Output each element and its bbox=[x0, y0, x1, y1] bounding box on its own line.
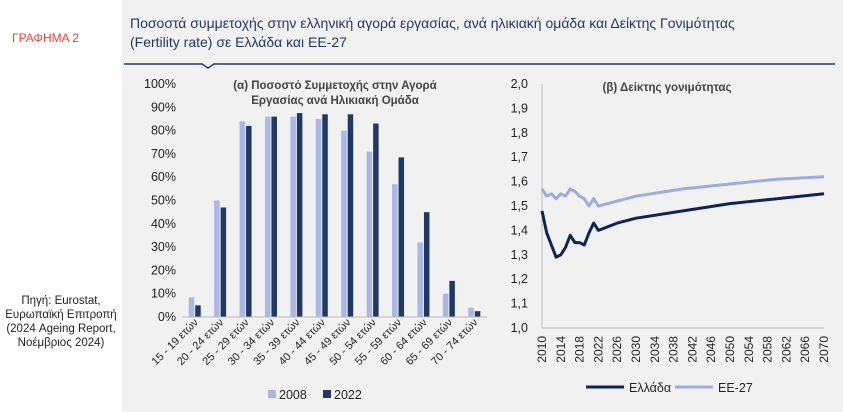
bar-2008 bbox=[442, 293, 449, 317]
bar-2008 bbox=[468, 307, 474, 317]
line-y-tick-label: 1,5 bbox=[511, 199, 528, 213]
line-x-tick-label: 2058 bbox=[761, 336, 775, 363]
bar-y-tick-label: 70% bbox=[151, 147, 176, 161]
title-underline bbox=[124, 63, 835, 69]
line-y-tick-label: 1,2 bbox=[511, 272, 528, 286]
bar-2022 bbox=[373, 123, 379, 317]
sidebar: ΓΡΑΦΗΜΑ 2 Πηγή: Eurostat, Ευρωπαϊκή Επιτ… bbox=[0, 0, 122, 412]
bar-y-tick-label: 20% bbox=[151, 263, 176, 277]
line-x-tick-label: 2038 bbox=[667, 336, 681, 363]
line-y-tick-label: 1,4 bbox=[511, 223, 528, 237]
bar-2022 bbox=[246, 125, 252, 317]
charts-canvas: 0% 10% 20% 30% 40% 50% 60% 70% 80% 90% 100% (α) Ποσ… bbox=[124, 63, 835, 402]
figure-title: Ποσοστά συμμετοχής στην ελληνική αγορά ε… bbox=[130, 14, 830, 52]
line-y-tick-label: 2,0 bbox=[511, 77, 528, 91]
figure-title-line2: (Fertility rate) σε Ελλάδα και ΕΕ-27 bbox=[130, 34, 347, 50]
line-x-tick-label: 2070 bbox=[817, 336, 831, 363]
line-x-tick-label: 2018 bbox=[573, 336, 587, 363]
legend-label-2022: 2022 bbox=[334, 388, 362, 402]
bar-2022 bbox=[271, 116, 277, 318]
legend-label-2008: 2008 bbox=[279, 388, 307, 402]
line-y-tick-label: 1,3 bbox=[511, 248, 528, 262]
bar-2022 bbox=[398, 157, 405, 317]
bar-2008 bbox=[290, 116, 296, 318]
bar-y-tick-label: 60% bbox=[151, 170, 176, 184]
line-x-tick-label: 2034 bbox=[648, 336, 662, 363]
line-y-tick-label: 1,1 bbox=[511, 297, 528, 311]
bar-y-tick-label: 30% bbox=[151, 240, 176, 254]
bar-2022 bbox=[449, 280, 455, 317]
bar-y-tick-label: 90% bbox=[151, 100, 176, 114]
line-x-tick-label: 2030 bbox=[629, 336, 643, 363]
line-y-tick-label: 1,0 bbox=[511, 321, 528, 335]
line-y-tick-label: 1,7 bbox=[511, 150, 528, 164]
bar-y-tick-label: 0% bbox=[158, 310, 176, 324]
bar-2022 bbox=[423, 212, 430, 317]
bar-y-tick-label: 80% bbox=[151, 124, 176, 138]
series-line-ΕΕ-27 bbox=[540, 175, 825, 208]
chart-panel: Ποσοστά συμμετοχής στην ελληνική αγορά ε… bbox=[122, 0, 843, 412]
bar-2008 bbox=[315, 118, 322, 317]
bar-2008 bbox=[366, 151, 373, 317]
legend-swatch-2008 bbox=[268, 390, 276, 398]
bar-2008 bbox=[264, 116, 271, 318]
bar-y-tick-label: 50% bbox=[151, 194, 176, 208]
bar-2008 bbox=[188, 297, 195, 317]
bar-2022 bbox=[195, 305, 201, 317]
line-y-tick-label: 1,9 bbox=[511, 101, 528, 115]
line-y-tick-label: 1,8 bbox=[511, 126, 528, 140]
figure-title-line1: Ποσοστά συμμετοχής στην ελληνική αγορά ε… bbox=[130, 15, 735, 31]
series-line-Ελλάδα bbox=[540, 192, 825, 259]
legend-label-Ελλάδα: Ελλάδα bbox=[629, 381, 671, 395]
bar-2008 bbox=[417, 242, 423, 317]
line-x-tick-label: 2046 bbox=[704, 336, 718, 363]
line-y-tick-label: 1,6 bbox=[511, 175, 528, 189]
line-x-tick-label: 2022 bbox=[591, 336, 605, 363]
bar-y-tick-label: 10% bbox=[151, 287, 176, 301]
bar-chart-title: (α) Ποσοστό Συμμετοχής στην Αγορά bbox=[233, 80, 436, 92]
line-x-tick-label: 2050 bbox=[723, 336, 737, 363]
bar-2008 bbox=[214, 200, 220, 317]
bar-2008 bbox=[392, 184, 398, 317]
bar-2022 bbox=[474, 311, 481, 317]
source-note: Πηγή: Eurostat, Ευρωπαϊκή Επιτροπή (2024… bbox=[5, 295, 117, 349]
bar-2022 bbox=[322, 114, 328, 317]
bar-y-tick-label: 40% bbox=[151, 217, 176, 231]
bar-2008 bbox=[341, 130, 347, 317]
bar-2022 bbox=[347, 114, 354, 317]
bar-2022 bbox=[296, 113, 303, 317]
figure-label: ΓΡΑΦΗΜΑ 2 bbox=[12, 31, 79, 45]
line-x-tick-label: 2066 bbox=[798, 336, 812, 363]
line-x-tick-label: 2026 bbox=[610, 336, 624, 363]
line-chart-title: (β) Δείκτης γονιμότητας bbox=[603, 82, 732, 94]
line-x-tick-label: 2014 bbox=[554, 336, 568, 363]
legend-swatch-2022 bbox=[323, 390, 331, 398]
line-x-tick-label: 2010 bbox=[535, 336, 549, 363]
bar-chart-title: Εργασίας ανά Ηλικιακή Ομάδα bbox=[251, 95, 419, 107]
line-x-tick-label: 2062 bbox=[779, 336, 793, 363]
bar-2022 bbox=[220, 207, 227, 317]
line-x-tick-label: 2054 bbox=[742, 336, 756, 363]
bar-2008 bbox=[239, 121, 246, 317]
line-x-tick-label: 2042 bbox=[685, 336, 699, 363]
legend-label-ΕΕ-27: ΕΕ-27 bbox=[718, 381, 753, 395]
bar-y-tick-label: 100% bbox=[144, 77, 176, 91]
